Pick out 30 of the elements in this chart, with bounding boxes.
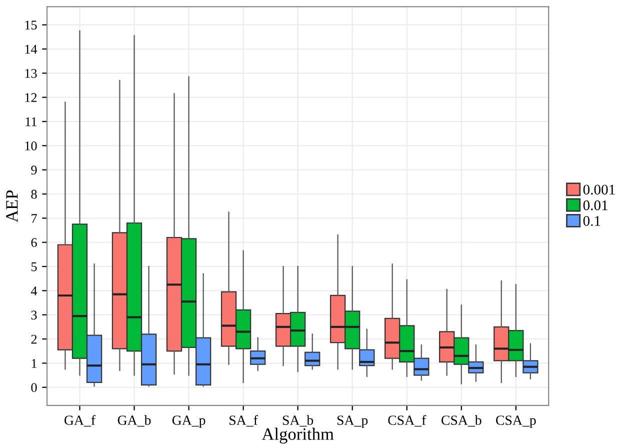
y-tick-label: 3: [31, 310, 37, 320]
legend-label: 0.1: [583, 216, 600, 226]
y-tick-label: 5: [31, 262, 37, 272]
y-axis-title: AEP: [6, 190, 18, 222]
y-tick-label: 8: [31, 190, 37, 199]
y-tick-label: 11: [26, 117, 37, 126]
y-tick-label: 7: [32, 214, 37, 223]
legend-label: 0.001: [583, 184, 615, 195]
y-tick-label: 2: [31, 334, 37, 344]
y-tick-label: 10: [25, 141, 37, 150]
y-tick-label: 15: [25, 20, 37, 30]
x-tick-label: CSA_p: [496, 416, 536, 428]
x-tick-label: GA_b: [118, 415, 151, 427]
x-tick-label: CSA_b: [442, 415, 482, 427]
y-tick-label: 0: [31, 383, 37, 392]
y-tick-label: 1: [32, 359, 37, 368]
x-axis-title: Algorithm: [262, 428, 334, 444]
y-tick-label: 9: [31, 166, 37, 175]
legend-label: 0.01: [583, 200, 608, 210]
x-tick-label: SA_p: [337, 416, 368, 428]
y-tick-label: 14: [25, 44, 38, 54]
x-tick-label: GA_f: [64, 415, 96, 427]
y-tick-label: 12: [25, 93, 37, 102]
y-tick-label: 6: [31, 238, 37, 248]
x-tick-label: CSA_f: [388, 415, 426, 427]
x-tick-label: GA_p: [172, 416, 206, 428]
x-tick-label: SA_f: [230, 415, 258, 427]
y-tick-label: 4: [30, 286, 38, 296]
y-tick-label: 13: [25, 69, 37, 78]
x-tick-label: SA_b: [282, 415, 314, 427]
